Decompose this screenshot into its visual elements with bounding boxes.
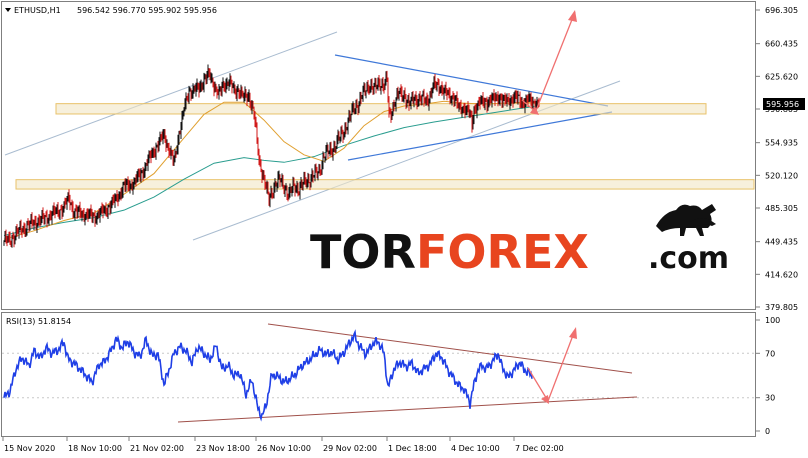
upper-channel-left [4,31,338,156]
x-tick-label: 21 Nov 02:00 [130,444,184,453]
main-y-axis: 696.305660.435625.620590.805554.935520.1… [756,6,798,312]
rsi-y-tick-label: 30 [765,394,775,403]
main-y-tick-label: 449.435 [765,238,798,247]
price-zone [55,103,707,115]
x-tick-label: 4 Dec 10:00 [451,444,500,453]
rsi-y-tick-label: 70 [765,349,775,358]
main-y-tick-label: 485.305 [765,204,798,213]
rsi-upper-trend [267,323,633,374]
main-header: ETHUSD,H1 596.542 596.770 595.902 595.95… [5,6,217,15]
main-panel [1,1,756,310]
main-y-tick-label: 520.120 [765,171,798,180]
svg-text:FOREX: FOREX [416,225,589,279]
rsi-line [3,329,533,422]
x-tick-label: 1 Dec 18:00 [388,444,437,453]
main-y-tick-label: 660.435 [765,40,798,49]
main-y-tick-label: 696.305 [765,6,798,15]
x-tick-label: 26 Nov 10:00 [257,444,311,453]
x-tick-label: 29 Nov 02:00 [323,444,377,453]
forecast-arrow-main [521,10,577,115]
rsi-layer [3,329,533,422]
rsi-y-tick-label: 100 [765,316,780,325]
symbol-label: ETHUSD,H1 [14,6,61,15]
torforex-logo: TOR FOREX .com [310,204,729,279]
x-tick-label: 23 Nov 18:00 [196,444,250,453]
ohlc-label: 596.542 596.770 595.902 595.956 [77,6,217,15]
price-zone [15,179,755,190]
rsi-trendlines [177,323,638,423]
current-price-tag: 595.956 [763,98,805,110]
x-tick-label: 18 Nov 10:00 [68,444,122,453]
main-y-tick-label: 625.620 [765,72,798,81]
x-tick-label: 7 Dec 02:00 [515,444,564,453]
rsi-y-axis: 100 70 30 0 [2,316,780,436]
svg-text:.com: .com [648,241,729,276]
current-price-text: 595.956 [766,100,799,109]
x-tick-label: 15 Nov 2020 [4,444,55,453]
svg-text:TOR: TOR [310,225,416,279]
main-y-tick-label: 379.805 [765,303,798,312]
rsi-label: RSI(13) 51.8154 [6,317,71,326]
rsi-panel [1,312,756,437]
rsi-y-tick-label: 0 [765,427,770,436]
main-y-tick-label: 414.620 [765,270,798,279]
bull-bear-icon [656,204,716,236]
main-y-tick-label: 554.935 [765,139,798,148]
rsi-lower-trend [177,396,638,423]
triangle-upper-line [334,54,609,107]
x-axis: 15 Nov 2020 18 Nov 10:00 21 Nov 02:00 23 No… [2,437,564,453]
price-layer [3,64,540,248]
rsi-forecast-arrow [527,327,577,404]
triangle-lower-line [347,111,613,161]
